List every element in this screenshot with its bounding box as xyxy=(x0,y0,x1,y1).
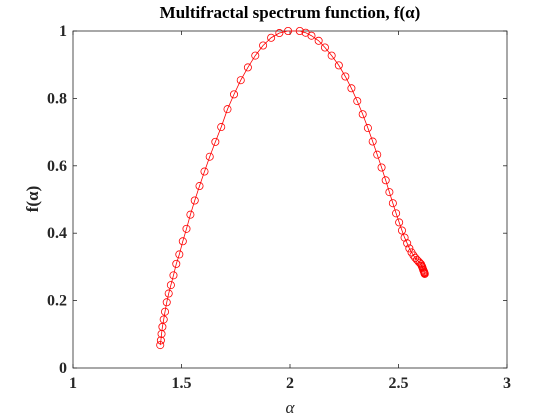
y-tick-label: 0 xyxy=(59,360,67,377)
data-point-marker xyxy=(381,176,390,185)
data-point-marker xyxy=(243,63,252,72)
y-tick-label: 0.2 xyxy=(47,293,67,310)
data-point-marker xyxy=(327,51,336,60)
data-point-marker xyxy=(388,199,397,208)
data-point-marker xyxy=(400,233,409,242)
data-point-marker xyxy=(159,315,168,324)
y-tick-label: 1 xyxy=(59,23,67,40)
data-point-marker xyxy=(358,110,367,119)
x-tick-label: 2.5 xyxy=(389,375,409,392)
data-point-marker xyxy=(169,271,178,280)
data-point-marker xyxy=(236,76,245,85)
x-tick-label: 3 xyxy=(503,375,511,392)
data-point-marker xyxy=(368,137,377,146)
x-tick-label: 1.5 xyxy=(172,375,192,392)
data-point-marker xyxy=(158,322,167,331)
data-point-marker xyxy=(284,26,293,35)
data-point-marker xyxy=(373,150,382,159)
data-point-marker xyxy=(172,259,181,268)
data-point-marker xyxy=(182,224,191,233)
data-point-marker xyxy=(230,90,239,99)
data-point-marker xyxy=(195,182,204,191)
data-point-marker xyxy=(397,226,406,235)
data-point-marker xyxy=(186,210,195,219)
data-point-marker xyxy=(217,123,226,132)
axis-ticks: 1 1.5 2 2.5 3 0 0.2 0.4 0.6 0.8 1 xyxy=(47,23,511,392)
data-point-marker xyxy=(267,33,276,42)
y-tick-label: 0.4 xyxy=(47,225,67,242)
data-point-marker xyxy=(295,26,304,35)
data-point-marker xyxy=(275,29,284,38)
series-layer xyxy=(156,26,429,350)
data-point-marker xyxy=(190,196,199,205)
data-point-marker xyxy=(412,255,421,264)
data-point-marker xyxy=(156,336,165,345)
data-point-marker xyxy=(363,124,372,133)
data-point-marker xyxy=(161,307,170,316)
data-point-marker xyxy=(377,163,386,172)
data-point-marker xyxy=(251,51,260,60)
data-point-marker xyxy=(334,61,343,70)
x-tick-label: 2 xyxy=(286,375,294,392)
data-point-marker xyxy=(205,152,214,161)
y-axis-label: f(α) xyxy=(23,186,42,212)
data-point-marker xyxy=(341,72,350,81)
data-point-marker xyxy=(403,239,412,248)
data-point-marker xyxy=(156,341,165,350)
data-point-marker xyxy=(211,137,220,146)
x-tick-label: 1 xyxy=(69,375,77,392)
data-point-marker xyxy=(320,43,329,52)
data-point-marker xyxy=(162,298,171,307)
data-point-marker xyxy=(200,167,209,176)
y-tick-label: 0.8 xyxy=(47,90,67,107)
chart-title: Multifractal spectrum function, f(α) xyxy=(160,3,421,22)
data-point-marker xyxy=(385,188,394,197)
data-point-marker xyxy=(405,244,414,253)
data-point-marker xyxy=(353,97,362,106)
data-point-marker xyxy=(166,281,175,290)
data-point-marker xyxy=(347,84,356,93)
data-point-marker xyxy=(392,209,401,218)
data-point-marker xyxy=(178,237,187,246)
data-point-marker xyxy=(175,250,184,259)
x-axis-label: α xyxy=(286,398,296,417)
plot-area xyxy=(72,30,508,369)
data-point-marker xyxy=(164,289,173,298)
data-point-marker xyxy=(259,41,268,50)
data-point-marker xyxy=(395,218,404,227)
data-point-marker xyxy=(307,31,316,40)
y-tick-label: 0.6 xyxy=(47,158,67,175)
data-point-marker xyxy=(314,36,323,45)
data-point-marker xyxy=(420,269,429,278)
data-point-marker xyxy=(223,105,232,114)
